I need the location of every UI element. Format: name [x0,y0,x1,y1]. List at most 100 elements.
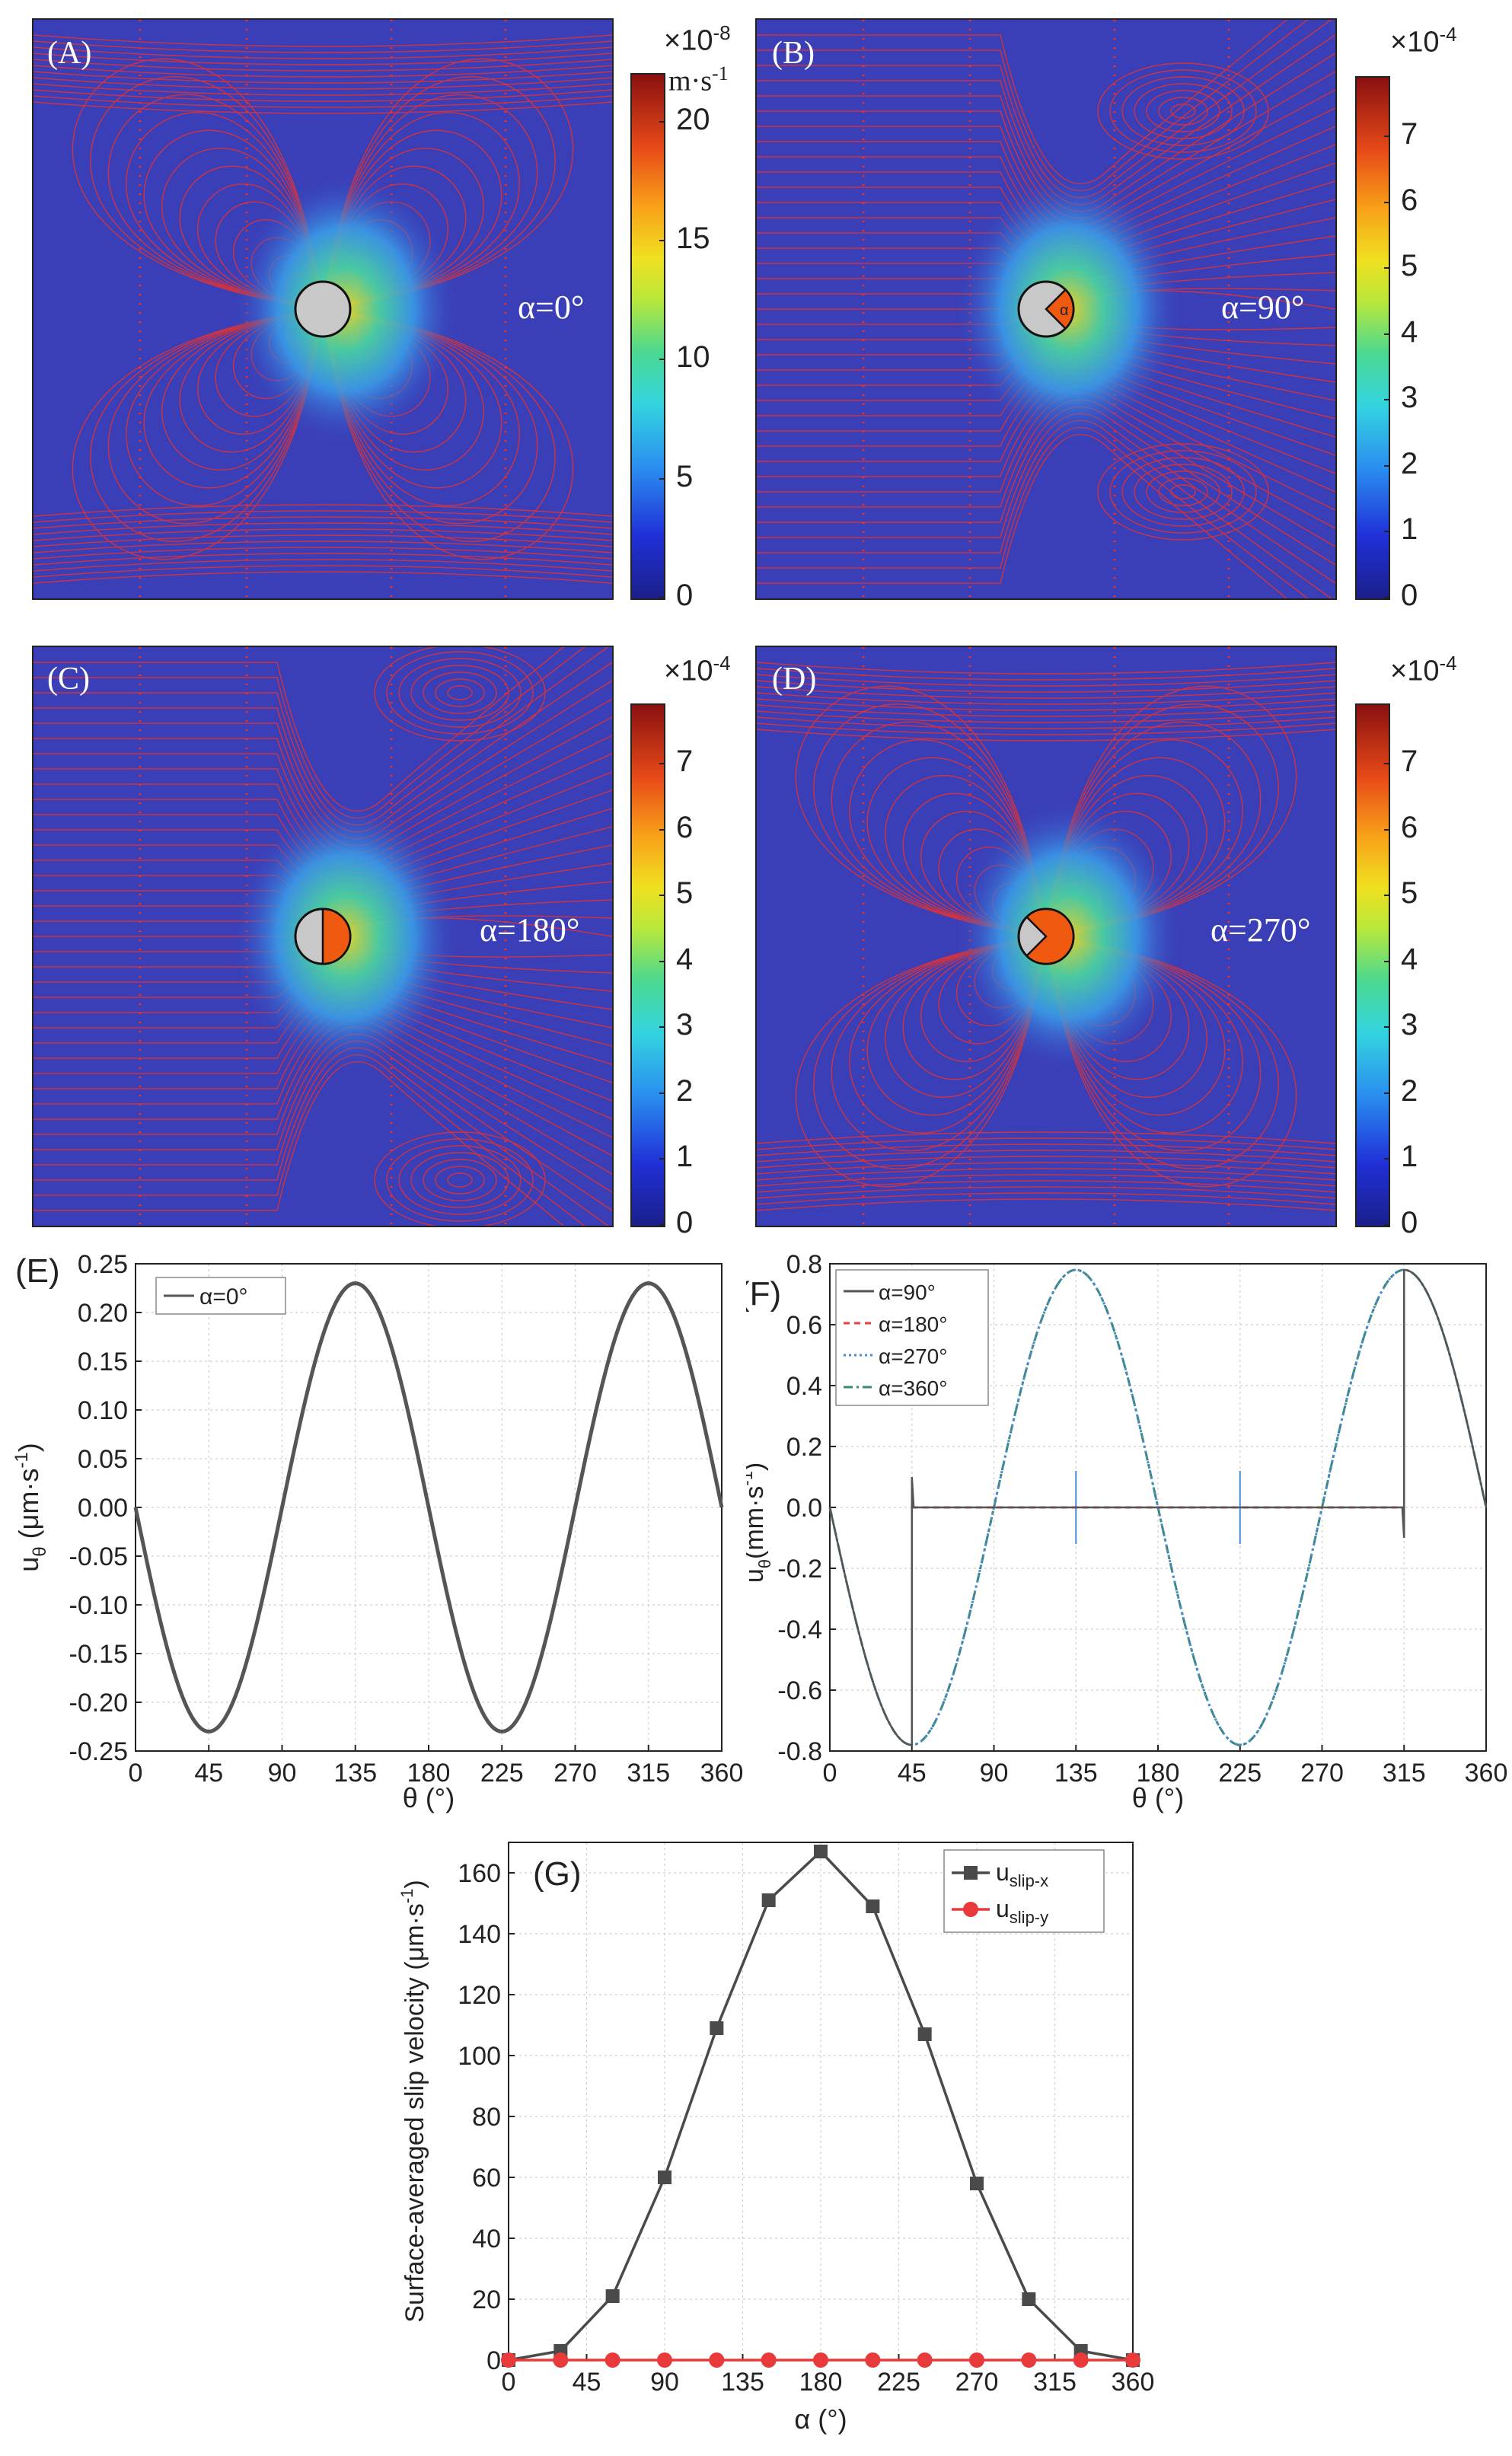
colorbar-tick-C: 4 [676,942,694,976]
y-tick-label: 40 [472,2225,501,2253]
streamline [757,1168,1335,1181]
streamline [33,504,612,517]
streamline [757,662,1335,675]
colorbar-tickmark-D [1384,1026,1390,1029]
chart-G: 0 45 90 135 180 225 270 315 360 0 20 40 60 80 100 120 14… [397,1842,1154,2435]
y-tick-label: -0.10 [69,1591,129,1620]
streamline [757,668,1335,681]
colorbar-tick-A: 10 [676,340,710,375]
y-tick-label: 0.10 [78,1396,128,1425]
vortex-streamline [435,678,485,707]
streamline [33,40,612,53]
colorbar-tickmark-D [1384,1092,1390,1094]
streamline [33,71,612,84]
marker-uslip-y [917,2352,933,2368]
colorbar-tickmark-A [659,120,665,123]
x-tick-label: 0 [129,1759,143,1788]
x-tick-label: 270 [955,2368,999,2397]
streamline [33,528,612,541]
y-tick-label: -0.8 [777,1737,822,1766]
legend-box [943,1849,1105,1933]
colorbar-tickmark-B [1384,464,1390,467]
streamline [757,716,1335,729]
colorbar-tick-C: 1 [676,1140,694,1174]
streamline [757,426,1309,598]
vortex-streamline [1158,477,1208,506]
colorbar-tick-A: 15 [676,221,710,255]
alpha-label-C: α=180° [480,911,580,949]
streamline [33,559,612,572]
series-alpha-270 [828,1268,1488,1746]
vortex-streamline [410,665,509,721]
streamline [757,1143,1335,1156]
colorbar-tick-B: 7 [1401,116,1418,151]
x-tick-label: 360 [700,1759,744,1788]
x-tick-label: 45 [898,1759,927,1788]
legend-label: α=90° [879,1281,936,1304]
streamline [33,101,612,114]
y-tick-label: -0.15 [69,1640,129,1669]
vortex-streamline [447,685,473,700]
legend-label: α=180° [879,1313,947,1336]
x-tick-label: 45 [573,2368,601,2397]
marker-uslip-y [761,2352,777,2368]
streamline [757,1186,1335,1199]
colorbar-tick-C: 3 [676,1008,694,1042]
legend-label: uslip-y [996,1895,1048,1927]
streamline [33,1054,585,1226]
streamline [1045,936,1262,1152]
marker-uslip-y [865,2352,881,2368]
colorbar-tick-D: 2 [1401,1073,1418,1108]
y-tick-label: 100 [458,2042,501,2071]
streamline [143,129,324,310]
streamline [866,936,1047,1116]
streamline [831,936,1047,1152]
streamline [831,721,1047,937]
colorbar-tick-A: 0 [676,579,694,612]
marker-uslip-y [813,2352,828,2368]
marker-uslip-y [709,2352,725,2368]
colorbar-tick-C: 6 [676,810,694,844]
x-axis-label: θ (°) [1132,1782,1184,1813]
legend-marker [964,1866,978,1880]
vortex-streamline [1134,464,1233,520]
streamline [33,59,612,72]
x-tick-label: 90 [268,1759,297,1788]
vortex-streamline [447,1172,473,1188]
streamline [757,710,1335,723]
y-tick-label: 0.25 [78,1250,128,1279]
streamline [757,692,1335,705]
colorbar-multiplier-A: ×10-8 [664,21,731,57]
y-tick-label: 120 [458,1981,501,2010]
legend-label: uslip-x [996,1858,1048,1890]
colorbar-tickmark-C [659,1026,665,1029]
marker-uslip-x [866,1899,880,1913]
colorbar-tick-D: 7 [1401,744,1418,778]
marker-uslip-y [657,2352,672,2368]
colorbar-tick-B: 1 [1401,512,1418,547]
marker-uslip-x [1022,2292,1036,2306]
streamline [33,553,612,566]
colorbar-tick-C: 5 [676,876,694,911]
streamline [126,308,324,506]
active-cap [1045,288,1075,330]
streamline [757,1137,1335,1150]
y-tick-label: 80 [472,2103,501,2132]
vortex-streamline [1109,450,1257,534]
active-cap [1025,907,1075,965]
vortex-streamline [1109,69,1257,153]
y-tick-label: -0.4 [777,1616,822,1644]
marker-uslip-x [970,2177,984,2190]
vortex-streamline [1121,76,1245,146]
active-cap [321,907,352,965]
colorbar-tick-B: 2 [1401,446,1418,480]
vortex-streamline [1097,443,1269,541]
wedge-angle-label: α [1060,302,1069,319]
streamline [322,58,574,310]
colorbar-tick-A: 20 [676,102,710,136]
y-tick-label: 0.00 [78,1494,128,1523]
streamline [33,89,612,102]
vortex-streamline [410,1152,509,1208]
streamline [33,510,612,523]
colorbar-tick-C: 2 [676,1073,694,1108]
